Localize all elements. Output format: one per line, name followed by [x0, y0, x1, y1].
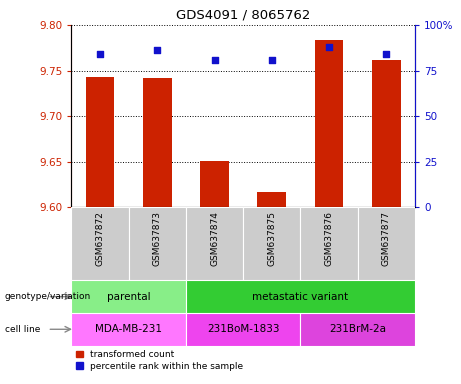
Bar	[186, 280, 415, 313]
Bar	[143, 78, 171, 207]
Bar	[301, 207, 358, 280]
Point	[96, 51, 104, 57]
Bar	[186, 313, 301, 346]
Bar	[186, 207, 243, 280]
Bar	[358, 207, 415, 280]
Bar	[129, 207, 186, 280]
Text: GSM637875: GSM637875	[267, 211, 276, 266]
Bar	[301, 313, 415, 346]
Bar	[258, 192, 286, 207]
Text: GSM637872: GSM637872	[95, 211, 105, 266]
Text: 231BoM-1833: 231BoM-1833	[207, 324, 279, 334]
Text: cell line: cell line	[5, 325, 40, 334]
Bar	[315, 40, 343, 207]
Text: GSM637877: GSM637877	[382, 211, 391, 266]
Text: 231BrM-2a: 231BrM-2a	[329, 324, 386, 334]
Text: MDA-MB-231: MDA-MB-231	[95, 324, 162, 334]
Point	[211, 56, 218, 63]
Text: GSM637873: GSM637873	[153, 211, 162, 266]
Text: GSM637874: GSM637874	[210, 211, 219, 266]
Title: GDS4091 / 8065762: GDS4091 / 8065762	[176, 8, 310, 21]
Bar	[71, 313, 186, 346]
Text: metastatic variant: metastatic variant	[252, 291, 349, 302]
Bar	[243, 207, 301, 280]
Text: parental: parental	[107, 291, 150, 302]
Text: genotype/variation: genotype/variation	[5, 292, 91, 301]
Point	[154, 47, 161, 53]
Point	[325, 44, 333, 50]
Point	[268, 56, 276, 63]
Bar	[71, 280, 186, 313]
Bar	[372, 60, 401, 207]
Bar	[200, 161, 229, 207]
Bar	[71, 207, 129, 280]
Legend: transformed count, percentile rank within the sample: transformed count, percentile rank withi…	[76, 350, 243, 371]
Bar	[86, 77, 114, 207]
Text: GSM637876: GSM637876	[325, 211, 334, 266]
Point	[383, 51, 390, 57]
